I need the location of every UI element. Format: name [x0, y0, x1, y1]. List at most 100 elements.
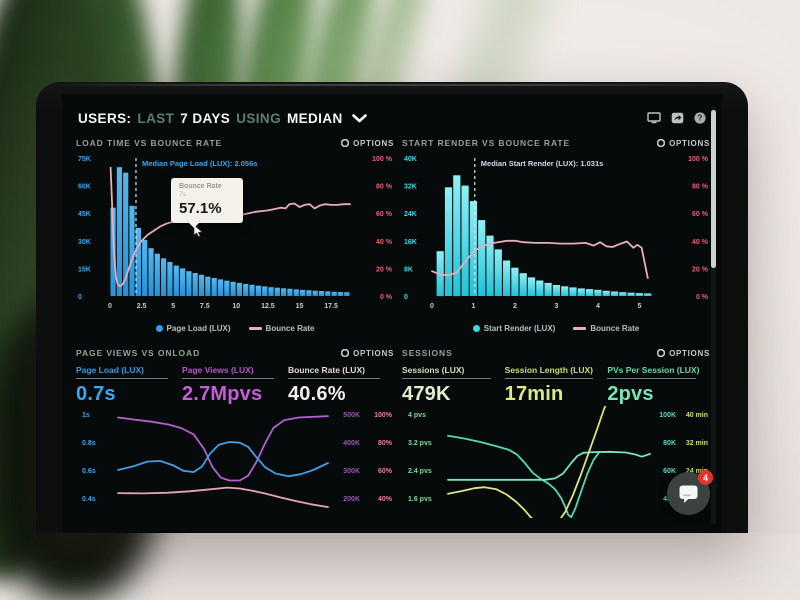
- svg-text:16K: 16K: [404, 239, 417, 246]
- svg-text:24K: 24K: [404, 211, 417, 218]
- svg-text:1: 1: [472, 303, 476, 310]
- svg-text:2: 2: [513, 303, 517, 310]
- svg-text:100K: 100K: [659, 412, 676, 419]
- panel-title: LOAD TIME VS BOUNCE RATE: [76, 138, 223, 148]
- page-views-metrics: Page Load (LUX) 0.7s Page Views (LUX) 2.7Mp…: [76, 365, 394, 406]
- svg-text:60 %: 60 %: [692, 211, 709, 218]
- title-segment: USING: [236, 110, 281, 126]
- options-button[interactable]: OPTIONS: [657, 139, 710, 148]
- svg-text:1.6 pvs: 1.6 pvs: [408, 496, 432, 503]
- metric: Page Load (LUX) 0.7s: [76, 365, 182, 406]
- sessions-chart[interactable]: 4 pvs 3.2 pvs 2.4 pvs 1.6 pvs 100K 40 min 80K 3…: [402, 399, 710, 527]
- svg-text:75K: 75K: [78, 156, 91, 163]
- svg-text:30K: 30K: [78, 239, 91, 246]
- svg-text:45K: 45K: [78, 211, 91, 218]
- options-button[interactable]: OPTIONS: [341, 349, 394, 358]
- svg-text:12.5: 12.5: [261, 303, 275, 310]
- svg-text:80%: 80%: [378, 440, 393, 447]
- svg-text:0 %: 0 %: [696, 294, 709, 301]
- title-segment: 7 DAYS: [180, 110, 231, 126]
- dashboard-header: USERS: LAST 7 DAYS USING MEDIAN ?: [78, 106, 706, 130]
- panel-sessions: SESSIONS OPTIONS Sessions (LUX) 479K Sessi…: [402, 346, 710, 533]
- legend-item[interactable]: Bounce Rate: [573, 324, 639, 333]
- metric: Session Length (LUX) 17min: [504, 365, 608, 406]
- svg-text:1s: 1s: [82, 412, 90, 419]
- chat-launcher[interactable]: 4: [667, 470, 713, 515]
- metric-value: 17min: [504, 383, 564, 405]
- metric-value: 0.7s: [76, 383, 116, 405]
- metric-label: Session Length (LUX): [504, 365, 594, 379]
- svg-text:0.4s: 0.4s: [82, 496, 96, 503]
- gear-icon: [341, 349, 350, 357]
- legend-item[interactable]: Page Load (LUX): [155, 324, 231, 333]
- svg-text:20 %: 20 %: [376, 266, 393, 273]
- start-render-chart[interactable]: 40K 32K 24K 16K 8K 0 100 % 80 % 60 % 40 % 20 % 0 % 0…: [402, 150, 710, 318]
- mouse-cursor-icon: [193, 224, 203, 237]
- scrollbar-track[interactable]: [711, 106, 716, 524]
- chat-bubble-icon: [679, 485, 698, 503]
- svg-text:10: 10: [232, 303, 240, 310]
- load-time-chart[interactable]: 75K 60K 45K 30K 15K 0 100 % 80 % 60 % 40 % 20 % 0 %…: [76, 150, 394, 318]
- svg-text:500K: 500K: [343, 412, 360, 419]
- svg-text:40 %: 40 %: [376, 239, 393, 246]
- page-views-chart[interactable]: 1s 0.8s 0.6s 0.4s 500K 100% 400K 80% 300K 60% 200K…: [76, 406, 394, 518]
- users-range-dropdown[interactable]: USERS: LAST 7 DAYS USING MEDIAN: [78, 111, 367, 126]
- svg-text:100 %: 100 %: [688, 156, 709, 163]
- options-button[interactable]: OPTIONS: [341, 139, 394, 148]
- svg-text:60K: 60K: [663, 468, 676, 475]
- metric-label: Bounce Rate (LUX): [287, 365, 380, 379]
- metric-label: PVs Per Session (LUX): [607, 365, 699, 379]
- metric-value: 479K: [402, 383, 451, 405]
- panel-title: PAGE VIEWS VS ONLOAD: [76, 348, 201, 358]
- metric: PVs Per Session (LUX) 2pvs: [607, 365, 710, 406]
- svg-text:7.5: 7.5: [200, 303, 210, 310]
- svg-text:5: 5: [638, 303, 642, 310]
- svg-text:60%: 60%: [378, 468, 393, 475]
- svg-text:60 %: 60 %: [376, 211, 393, 218]
- svg-text:5: 5: [171, 303, 175, 310]
- panel-page-views: PAGE VIEWS VS ONLOAD OPTIONS Page Load (…: [76, 346, 394, 533]
- svg-text:80 %: 80 %: [692, 184, 709, 191]
- svg-text:4: 4: [596, 303, 600, 310]
- gear-icon: [657, 139, 666, 147]
- legend-item[interactable]: Bounce Rate: [248, 324, 314, 333]
- title-segment: MEDIAN: [286, 110, 343, 126]
- legend-dot-icon: [155, 325, 163, 332]
- legend-item[interactable]: Start Render (LUX): [472, 324, 555, 333]
- metric: Page Views (LUX) 2.7Mpvs: [181, 365, 288, 406]
- panel-start-render: START RENDER VS BOUNCE RATE OPTIONS 40K 3…: [402, 136, 710, 346]
- metric-label: Sessions (LUX): [402, 365, 491, 379]
- svg-text:60K: 60K: [78, 184, 91, 191]
- svg-text:Median Page Load (LUX): 2.056s: Median Page Load (LUX): 2.056s: [142, 159, 257, 168]
- svg-text:200K: 200K: [343, 496, 360, 503]
- svg-text:0 %: 0 %: [380, 294, 393, 301]
- help-icon[interactable]: ?: [694, 112, 706, 124]
- metric-value: 2pvs: [607, 383, 654, 405]
- header-icons: ?: [647, 112, 706, 124]
- legend-dot-icon: [472, 325, 480, 332]
- gear-icon: [341, 139, 350, 147]
- start-render-legend: Start Render (LUX) Bounce Rate: [402, 324, 710, 333]
- svg-text:32 min: 32 min: [686, 440, 708, 447]
- svg-text:Median Start Render (LUX): 1.0: Median Start Render (LUX): 1.031s: [481, 159, 604, 168]
- svg-text:2.4 pvs: 2.4 pvs: [408, 468, 432, 475]
- svg-text:2.5: 2.5: [137, 303, 147, 310]
- svg-text:17.5: 17.5: [324, 303, 338, 310]
- display-icon[interactable]: [647, 112, 661, 124]
- legend-line-icon: [248, 327, 262, 330]
- legend-line-icon: [573, 327, 587, 330]
- metric: Sessions (LUX) 479K: [402, 365, 505, 406]
- share-icon[interactable]: [671, 112, 684, 124]
- options-button[interactable]: OPTIONS: [657, 349, 710, 358]
- load-time-legend: Page Load (LUX) Bounce Rate: [76, 324, 394, 333]
- notification-badge: 4: [698, 470, 713, 485]
- laptop-screen: USERS: LAST 7 DAYS USING MEDIAN ? LOAD TIME …: [62, 94, 722, 533]
- svg-text:0: 0: [404, 294, 408, 301]
- panel-load-time: LOAD TIME VS BOUNCE RATE OPTIONS 75K 60K 4…: [76, 136, 394, 346]
- scrollbar-thumb[interactable]: [711, 110, 716, 268]
- laptop: USERS: LAST 7 DAYS USING MEDIAN ? LOAD TIME …: [36, 82, 748, 533]
- svg-text:4 pvs: 4 pvs: [408, 412, 426, 419]
- dashboard: USERS: LAST 7 DAYS USING MEDIAN ? LOAD TIME …: [62, 94, 722, 533]
- svg-text:0.8s: 0.8s: [82, 440, 96, 447]
- svg-text:80K: 80K: [663, 440, 676, 447]
